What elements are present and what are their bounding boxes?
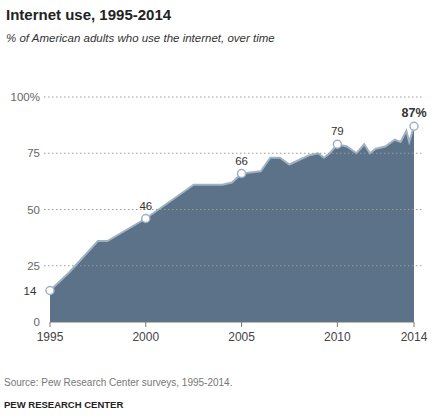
area [50,126,414,322]
y-tick-label: 100% [11,91,40,103]
x-tick [50,322,51,327]
x-tick [414,322,415,327]
x-tick [145,322,146,327]
y-tick-label: 25 [27,260,40,272]
title: Internet use, 1995-2014 [6,6,172,23]
subtitle: % of American adults who use the interne… [6,32,275,44]
data-marker [238,170,246,178]
data-label: 79 [331,125,344,137]
x-tick-label: 2014 [401,330,428,344]
credit: PEW RESEARCH CENTER [4,399,123,410]
source: Source: Pew Research Center surveys, 199… [4,377,232,388]
data-marker [46,287,54,295]
data-marker [333,140,341,148]
y-tick-label: 0 [34,316,40,328]
data-marker [410,122,418,130]
x-tick-label: 2005 [228,330,255,344]
x-tick-label: 2010 [324,330,351,344]
plot-area [50,126,414,322]
chart: Internet use, 1995-2014 % of American adu… [0,0,440,420]
x-tick [241,322,242,327]
data-label: 46 [139,200,152,212]
grid-line [44,265,422,266]
data-label: 87% [401,106,426,120]
x-tick [337,322,338,327]
grid-line [44,97,422,98]
y-tick-label: 50 [27,204,40,216]
y-tick-label: 75 [27,147,40,159]
data-marker [142,215,150,223]
axis-line [50,322,414,323]
grid-line [44,153,422,154]
x-tick-label: 2000 [132,330,159,344]
background [0,0,440,420]
data-label: 14 [24,285,37,297]
x-tick-label: 1995 [37,330,64,344]
grid-line [44,209,422,210]
data-label: 66 [235,155,248,167]
